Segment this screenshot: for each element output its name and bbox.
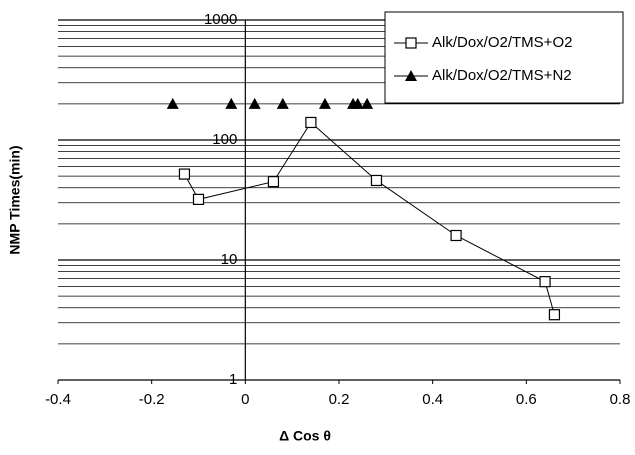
data-point <box>450 229 462 242</box>
x-axis-title: Δ Cos θ <box>279 428 331 444</box>
data-point <box>548 309 561 321</box>
data-point <box>248 97 261 109</box>
legend: Alk/Dox/O2/TMS+O2 Alk/Dox/O2/TMS+N2 <box>384 11 624 104</box>
x-tick-label: 0 <box>241 391 249 408</box>
data-point <box>305 116 317 129</box>
data-point <box>361 97 374 109</box>
data-point <box>276 97 289 109</box>
y-tick-label: 10 <box>221 251 238 268</box>
data-point <box>192 193 205 205</box>
x-tick-label: 0.2 <box>329 391 350 408</box>
data-point <box>318 97 331 109</box>
legend-marker <box>405 37 417 49</box>
y-tick-label: 1 <box>229 371 237 388</box>
y-tick-label: 1000 <box>204 11 237 28</box>
y-axis-title: NMP Times(min) <box>7 145 23 254</box>
x-tick-label: 0.6 <box>516 391 537 408</box>
legend-label: Alk/Dox/O2/TMS+O2 <box>432 34 572 51</box>
x-tick-label: 0.4 <box>422 391 443 408</box>
data-point <box>370 174 383 187</box>
data-point <box>267 176 280 188</box>
legend-label: Alk/Dox/O2/TMS+N2 <box>432 67 572 84</box>
data-point <box>178 168 191 180</box>
x-tick-label: -0.2 <box>139 391 165 408</box>
data-point <box>351 97 364 109</box>
data-point <box>166 97 179 109</box>
legend-marker <box>405 70 417 81</box>
legend-box <box>384 11 624 104</box>
x-tick-label: -0.4 <box>45 391 71 408</box>
data-point <box>539 276 551 288</box>
series-line <box>184 121 555 315</box>
data-point <box>225 97 238 109</box>
x-tick-label: 0.8 <box>610 391 631 408</box>
y-tick-label: 100 <box>212 131 237 148</box>
